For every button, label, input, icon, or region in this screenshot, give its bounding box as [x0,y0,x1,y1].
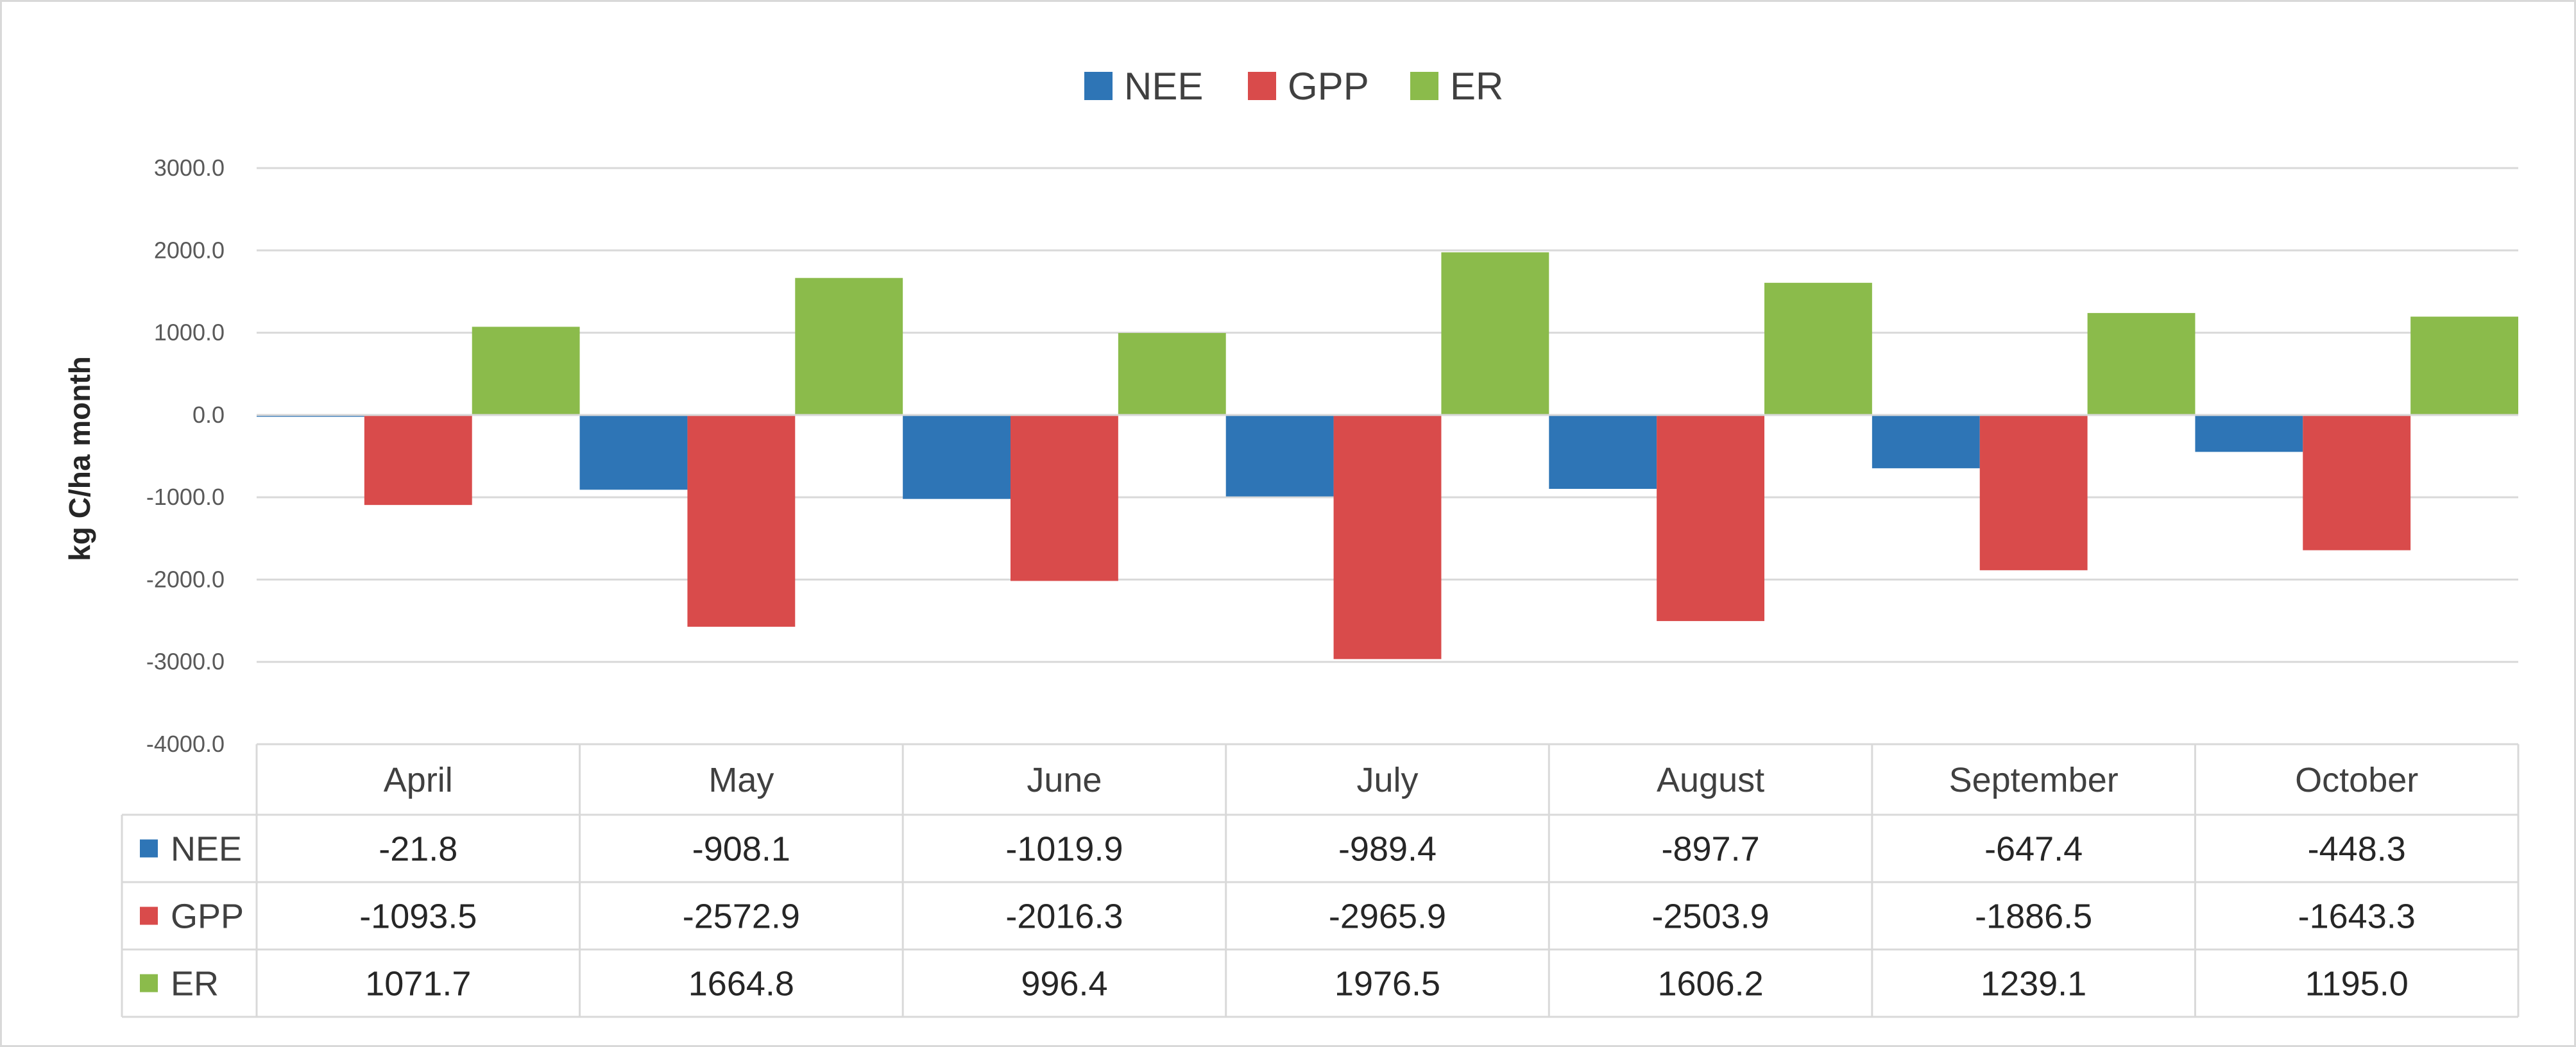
data-label: 1664.8 [688,965,794,1003]
data-label: -448.3 [2308,830,2406,869]
data-label: 1976.5 [1335,965,1440,1003]
legend-label-nee: NEE [1124,65,1203,108]
y-tick-label: 1000.0 [154,319,225,346]
y-axis-title: kg C/ha month [63,356,96,561]
data-label: -2016.3 [1005,898,1123,936]
bar-gpp-july [1333,414,1442,660]
bar-er-april [472,327,580,415]
table-row-label: ER [171,965,219,1003]
data-label: 996.4 [1021,965,1107,1003]
bar-nee-may [579,414,688,490]
y-tick-label: -1000.0 [146,484,225,510]
bar-nee-june [903,414,1011,499]
table-legend-key-gpp [140,907,158,925]
table-row-label: NEE [171,830,242,869]
legend-key-gpp [1248,72,1276,100]
bar-er-july [1441,252,1549,415]
legend-label-er: ER [1450,65,1503,108]
bar-er-august [1764,282,1872,415]
bar-nee-august [1549,414,1657,489]
legend-key-er [1410,72,1438,100]
data-label: 1195.0 [2305,965,2409,1003]
data-label: -2503.9 [1651,898,1769,936]
bar-gpp-april [364,414,472,506]
data-label: -1643.3 [2298,898,2416,936]
data-label: 1239.1 [1981,965,2086,1003]
category-label: May [708,761,774,799]
data-label: 1071.7 [365,965,471,1003]
y-tick-label: 2000.0 [154,237,225,263]
bar-nee-september [1872,414,1980,468]
data-label: -908.1 [692,830,790,869]
bar-er-october [2410,316,2518,415]
table-legend-key-er [140,974,158,992]
bar-er-june [1118,333,1226,415]
data-label: -1019.9 [1005,830,1123,869]
category-label: July [1356,761,1418,799]
legend-key-nee [1084,72,1113,100]
data-label: 1606.2 [1657,965,1763,1003]
data-label: -2572.9 [683,898,800,936]
category-label: June [1027,761,1102,799]
data-label: -647.4 [1984,830,2083,869]
bar-nee-october [2195,414,2303,452]
bar-gpp-august [1657,414,1764,622]
data-label: -1093.5 [359,898,477,936]
bar-gpp-october [2303,414,2411,550]
y-tick-label: -3000.0 [146,649,225,675]
y-tick-label: -4000.0 [146,731,225,757]
category-label: April [384,761,453,799]
y-tick-label: -2000.0 [146,566,225,592]
table-row-label: GPP [171,898,244,936]
y-tick-label: 0.0 [192,402,225,428]
bar-gpp-june [1011,414,1118,581]
category-label: August [1657,761,1764,799]
category-label: September [1949,761,2119,799]
data-label: -989.4 [1338,830,1437,869]
data-label: -897.7 [1662,830,1760,869]
table-legend-key-nee [140,839,158,858]
bar-gpp-may [687,414,796,627]
bar-nee-july [1225,414,1334,497]
bar-er-may [795,278,903,415]
category-label: October [2295,761,2418,799]
data-label: -1886.5 [1975,898,2092,936]
y-tick-label: 3000.0 [154,155,225,181]
legend-label-gpp: GPP [1288,65,1369,108]
bar-gpp-september [1979,414,2088,570]
data-label: -2965.9 [1329,898,1446,936]
bar-er-september [2087,312,2196,415]
data-label: -21.8 [379,830,457,869]
